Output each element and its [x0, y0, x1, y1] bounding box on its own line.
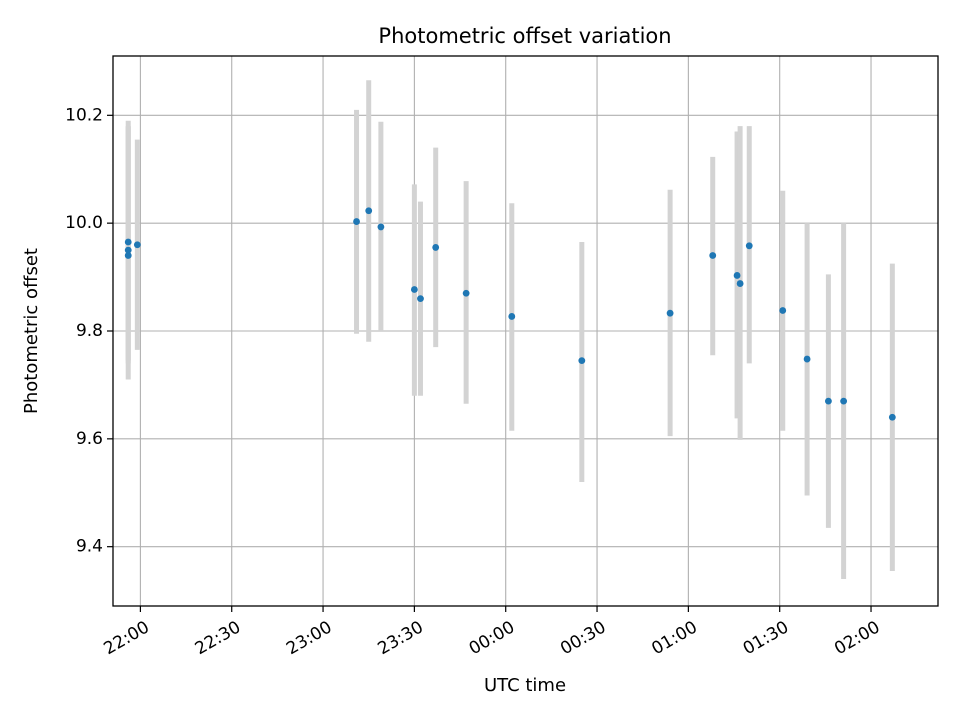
x-tick-label: 01:30: [740, 617, 792, 659]
x-axis-label: UTC time: [484, 675, 566, 696]
data-point: [133, 241, 141, 249]
chart-title: Photometric offset variation: [378, 24, 671, 48]
grid: [113, 56, 938, 606]
data-point: [803, 355, 811, 363]
data-point: [825, 397, 832, 405]
y-tick-label: 9.8: [76, 321, 103, 341]
data-points: [124, 207, 896, 421]
data-point: [709, 252, 717, 259]
data-point: [432, 244, 440, 251]
x-tick-label: 01:00: [648, 617, 700, 659]
x-tick-label: 00:30: [557, 617, 609, 659]
data-point: [666, 309, 674, 317]
data-point: [745, 242, 753, 250]
data-point: [377, 223, 385, 231]
data-point: [365, 207, 373, 215]
data-point: [417, 295, 424, 303]
data-point: [736, 280, 744, 287]
data-point: [840, 397, 848, 405]
data-point: [733, 272, 741, 279]
error-bars: [125, 80, 895, 580]
data-point: [124, 246, 132, 254]
y-axis-label: Photometric offset: [21, 248, 42, 414]
data-point: [124, 252, 132, 259]
x-tick-label: 22:00: [100, 617, 152, 659]
data-point: [888, 413, 896, 421]
data-point: [508, 313, 516, 320]
y-tick-label: 10.2: [65, 105, 103, 125]
axis-ticks: 22:00 22:30 23:00 23:30 00:00 00:30 01:00 01:30…: [65, 105, 883, 659]
x-tick-label: 23:30: [374, 617, 426, 659]
y-tick-label: 9.6: [76, 429, 103, 449]
data-point: [462, 289, 470, 297]
x-tick-label: 02:00: [831, 617, 883, 659]
data-point: [410, 286, 418, 293]
data-point: [578, 357, 586, 365]
x-tick-label: 23:00: [283, 617, 335, 659]
y-tick-label: 9.4: [76, 537, 103, 557]
data-point: [353, 218, 360, 225]
x-tick-label: 00:00: [466, 617, 518, 659]
data-point: [779, 307, 787, 314]
x-tick-label: 22:30: [192, 617, 244, 659]
y-tick-label: 10.0: [65, 213, 103, 233]
data-point: [124, 238, 132, 246]
